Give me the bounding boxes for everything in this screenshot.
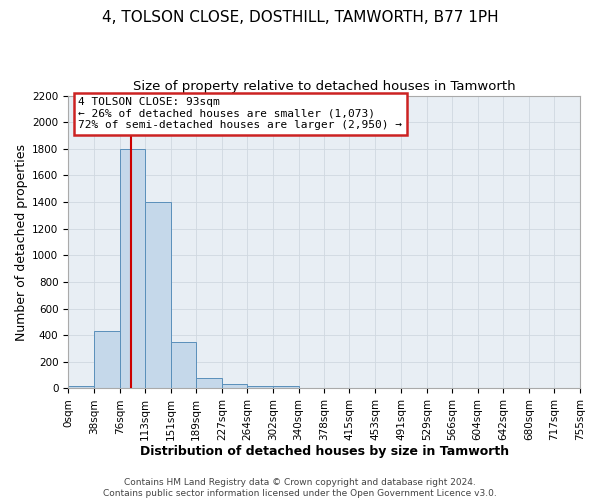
- Bar: [273, 386, 299, 388]
- Bar: [119, 149, 145, 388]
- Text: 4, TOLSON CLOSE, DOSTHILL, TAMWORTH, B77 1PH: 4, TOLSON CLOSE, DOSTHILL, TAMWORTH, B77…: [101, 10, 499, 25]
- Bar: [170, 342, 196, 388]
- Text: Contains HM Land Registry data © Crown copyright and database right 2024.
Contai: Contains HM Land Registry data © Crown c…: [103, 478, 497, 498]
- Bar: [247, 386, 273, 388]
- Bar: [145, 202, 170, 388]
- X-axis label: Distribution of detached houses by size in Tamworth: Distribution of detached houses by size …: [140, 444, 509, 458]
- Text: 4 TOLSON CLOSE: 93sqm
← 26% of detached houses are smaller (1,073)
72% of semi-d: 4 TOLSON CLOSE: 93sqm ← 26% of detached …: [79, 97, 403, 130]
- Bar: [68, 386, 94, 388]
- Bar: [196, 378, 222, 388]
- Title: Size of property relative to detached houses in Tamworth: Size of property relative to detached ho…: [133, 80, 515, 93]
- Bar: [222, 384, 247, 388]
- Y-axis label: Number of detached properties: Number of detached properties: [15, 144, 28, 340]
- Bar: [94, 331, 119, 388]
